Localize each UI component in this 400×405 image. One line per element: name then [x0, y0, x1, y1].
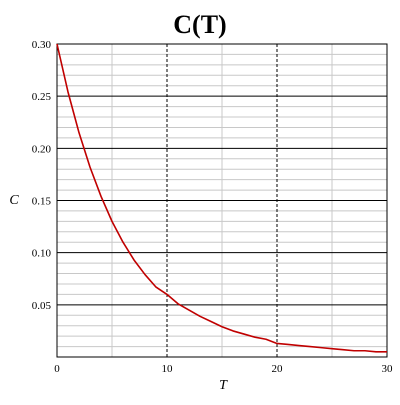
x-tick-label: 30	[382, 363, 394, 375]
y-tick-label: 0.05	[32, 300, 52, 312]
x-tick-label: 20	[272, 363, 284, 375]
series-layer	[56, 43, 387, 353]
y-tick-label: 0.20	[32, 143, 52, 155]
plot-area-border	[56, 43, 388, 358]
grid-minor	[57, 44, 387, 357]
x-tick-label: 0	[54, 363, 60, 375]
y-axis-ticks: 0.05 0.10 0.15 0.20 0.25 0.30	[32, 39, 52, 312]
x-axis-ticks: 0 10 20 30	[54, 363, 393, 375]
y-tick-label: 0.15	[32, 196, 52, 208]
y-axis-label: C	[9, 193, 19, 208]
y-tick-label: 0.10	[32, 248, 52, 260]
y-tick-label: 0.30	[32, 39, 52, 51]
x-axis-label: T	[219, 378, 228, 393]
x-tick-label: 10	[162, 363, 174, 375]
chart-title: C(T)	[173, 10, 226, 39]
series-line	[56, 43, 387, 353]
grid-major	[57, 44, 387, 357]
y-tick-label: 0.25	[32, 91, 52, 103]
